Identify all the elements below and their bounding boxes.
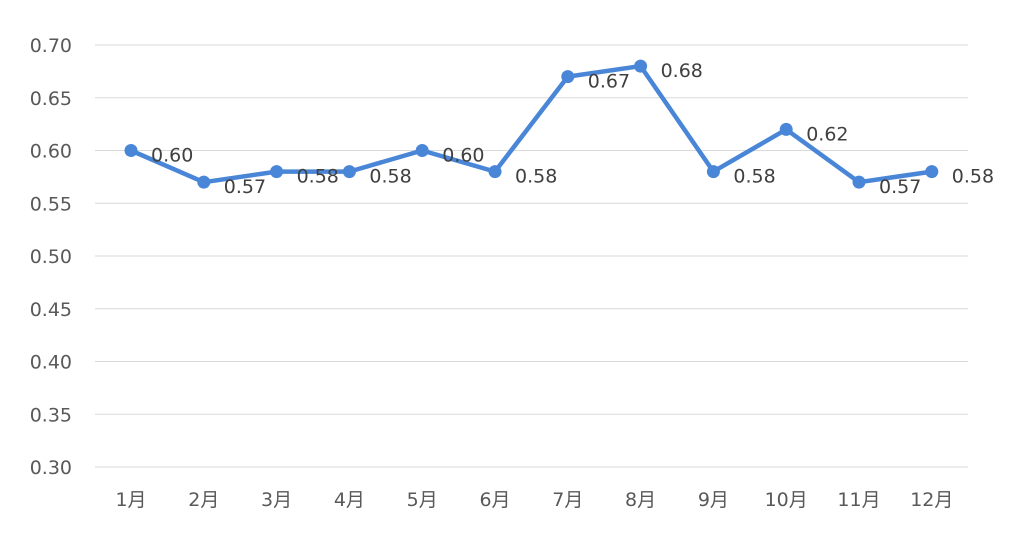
y-tick-label: 0.30 [30, 457, 72, 479]
x-tick-label: 6月 [479, 489, 510, 511]
data-point [488, 165, 502, 179]
data-label: 0.60 [442, 145, 484, 167]
x-tick-label: 2月 [188, 489, 219, 511]
data-label: 0.62 [806, 123, 848, 145]
data-point [197, 175, 211, 189]
data-point [415, 144, 429, 157]
data-point [852, 175, 866, 189]
x-tick-label: 12月 [910, 489, 953, 511]
x-tick-label: 8月 [625, 489, 656, 511]
data-point [706, 165, 720, 179]
data-point [270, 165, 284, 179]
data-labels: 0.60 0.57 0.58 0.58 0.60 0.58 0.67 0.68 0.58 0.62… [151, 60, 994, 198]
x-tick-label: 5月 [407, 489, 438, 511]
y-tick-label: 0.55 [30, 193, 72, 215]
gridlines [95, 44, 968, 468]
y-axis: 0.30 0.35 0.40 0.45 0.50 0.55 0.60 0.65 0.70 [30, 35, 72, 479]
data-points [124, 59, 939, 189]
x-tick-label: 3月 [261, 489, 292, 511]
y-tick-label: 0.70 [30, 35, 72, 57]
x-tick-label: 10月 [765, 489, 808, 511]
y-tick-label: 0.45 [30, 299, 72, 321]
data-label: 0.57 [879, 176, 921, 198]
x-tick-label: 7月 [552, 489, 583, 511]
data-label: 0.58 [515, 166, 557, 188]
x-axis: 1月 2月 3月 4月 5月 6月 7月 8月 9月 10月 11月 12月 [115, 489, 953, 511]
y-tick-label: 0.65 [30, 88, 72, 110]
data-label: 0.58 [733, 166, 775, 188]
x-tick-label: 4月 [334, 489, 365, 511]
data-point [124, 144, 138, 157]
data-label: 0.68 [661, 60, 703, 82]
data-point [925, 165, 939, 179]
y-tick-label: 0.40 [30, 352, 72, 374]
data-point [342, 165, 356, 179]
series-line [128, 63, 935, 185]
y-tick-label: 0.50 [30, 246, 72, 268]
data-label: 0.57 [224, 176, 266, 198]
x-tick-label: 9月 [698, 489, 729, 511]
data-label: 0.58 [297, 166, 339, 188]
data-point [561, 70, 575, 84]
data-point [779, 122, 793, 136]
x-tick-label: 11月 [837, 489, 880, 511]
data-point [634, 59, 648, 73]
x-tick-label: 1月 [115, 489, 146, 511]
data-label: 0.58 [952, 166, 994, 188]
y-tick-label: 0.35 [30, 404, 72, 426]
y-tick-label: 0.60 [30, 141, 72, 163]
data-label: 0.60 [151, 145, 193, 167]
data-label: 0.67 [588, 71, 630, 93]
data-label: 0.58 [369, 166, 411, 188]
